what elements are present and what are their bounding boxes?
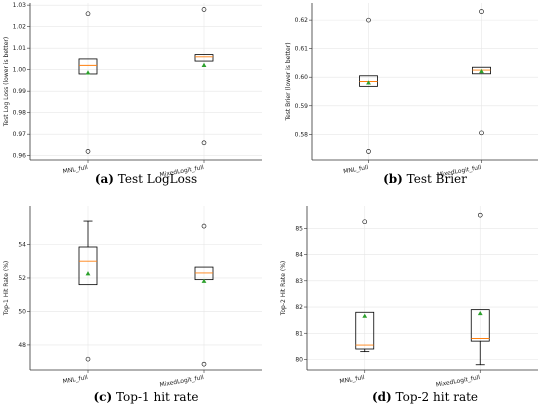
xtick-label: MixedLogit_full	[159, 374, 205, 389]
xtick-label: MNL_full	[62, 164, 88, 175]
ytick-label: 0.98	[13, 110, 27, 117]
box-MixedLogit_full	[194, 7, 214, 146]
caption-text: Top-1 hit rate	[112, 390, 198, 404]
mean-marker	[85, 70, 91, 75]
mean-marker	[477, 310, 483, 316]
outlier-point	[85, 356, 91, 362]
outlier-point	[201, 7, 207, 12]
mean-marker	[85, 271, 91, 276]
outlier-point	[201, 223, 207, 229]
box-MNL_full	[359, 17, 378, 154]
box-MNL_full	[355, 219, 375, 353]
outlier-point	[477, 212, 483, 218]
caption-text: Test Brier	[403, 172, 467, 186]
outlier-point	[366, 17, 371, 23]
caption-text: Test LogLoss	[114, 172, 197, 186]
outlier-point	[201, 140, 207, 146]
box-iqr	[78, 246, 98, 286]
box-iqr	[194, 54, 214, 62]
box-MNL_full	[78, 11, 98, 154]
box-MixedLogit_full	[470, 212, 490, 366]
ytick-label: 54	[18, 241, 26, 248]
ytick-label: 52	[18, 275, 26, 282]
ytick-label: 84	[295, 252, 303, 259]
outlier-point	[362, 219, 368, 225]
ytick-label: 0.59	[295, 103, 309, 110]
y-axis-label: Top-2 Hit Rate (%)	[280, 261, 287, 317]
outlier-point	[479, 130, 484, 136]
y-axis-label: Test Log Loss (lower is better)	[3, 37, 10, 127]
ytick-label: 1.00	[13, 67, 27, 74]
outlier-point	[201, 361, 207, 367]
ytick-label: 1.03	[13, 2, 27, 9]
outlier-point	[85, 149, 91, 154]
mean-marker	[201, 62, 207, 67]
mean-marker	[479, 68, 484, 74]
ytick-label: 1.01	[13, 45, 27, 52]
outlier-point	[85, 11, 91, 17]
mean-marker	[366, 80, 371, 85]
ytick-label: 81	[295, 330, 303, 337]
caption-label: (d)	[372, 390, 392, 404]
y-axis-label: Top-1 Hit Rate (%)	[3, 261, 10, 317]
box-MixedLogit_full	[194, 223, 214, 367]
caption-label: (c)	[94, 390, 113, 404]
panel-caption: (c) Top-1 hit rate	[94, 390, 199, 404]
mean-marker	[201, 278, 207, 283]
caption-label: (b)	[383, 172, 403, 186]
xtick-label: MNL_full	[343, 164, 369, 175]
box-MNL_full	[78, 220, 98, 362]
outlier-point	[479, 9, 484, 14]
ytick-label: 0.58	[295, 131, 309, 138]
chart-panel-b: 0.58 0.59 0.60 0.61 0.62 Test Brier (lower is…	[285, 3, 538, 186]
ytick-label: 83	[295, 278, 303, 285]
ytick-label: 82	[295, 304, 303, 311]
ytick-label: 48	[18, 342, 26, 349]
ytick-label: 0.62	[295, 17, 309, 24]
ytick-label: 0.99	[13, 88, 27, 95]
caption-text: Top-2 hit rate	[392, 390, 478, 404]
mean-marker	[362, 313, 368, 318]
ytick-label: 0.61	[295, 46, 309, 53]
chart-panel-d: 80 81 82 83 84 85 Top-2 Hit Rate (%) MNL_full Mi…	[280, 206, 538, 404]
ytick-label: 0.97	[13, 131, 27, 138]
y-axis-label: Test Brier (lower is better)	[285, 42, 292, 121]
ytick-label: 0.96	[13, 153, 27, 160]
outlier-point	[366, 149, 371, 154]
chart-panel-c: 48 50 52 54 Top-1 Hit Rate (%) MNL_full MixedL…	[3, 206, 262, 404]
xtick-label: MNL_full	[62, 374, 88, 385]
panel-caption: (a) Test LogLoss	[95, 172, 197, 186]
ytick-label: 1.02	[13, 24, 27, 31]
chart-panel-a: 0.96 0.97 0.98 0.99 1.00 1.01 1.02 1.03 Test Log…	[3, 2, 262, 186]
ytick-label: 50	[18, 308, 26, 315]
box-iqr	[470, 309, 490, 342]
xtick-label: MixedLogit_full	[435, 374, 481, 389]
ytick-label: 80	[295, 357, 303, 364]
ytick-label: 0.60	[295, 74, 309, 81]
panel-caption: (b) Test Brier	[383, 172, 467, 186]
box-MixedLogit_full	[472, 9, 491, 136]
ytick-label: 85	[295, 225, 303, 232]
xtick-label: MNL_full	[339, 374, 365, 385]
panel-caption: (d) Top-2 hit rate	[372, 390, 478, 404]
box-iqr	[355, 311, 375, 350]
caption-label: (a)	[95, 172, 114, 186]
